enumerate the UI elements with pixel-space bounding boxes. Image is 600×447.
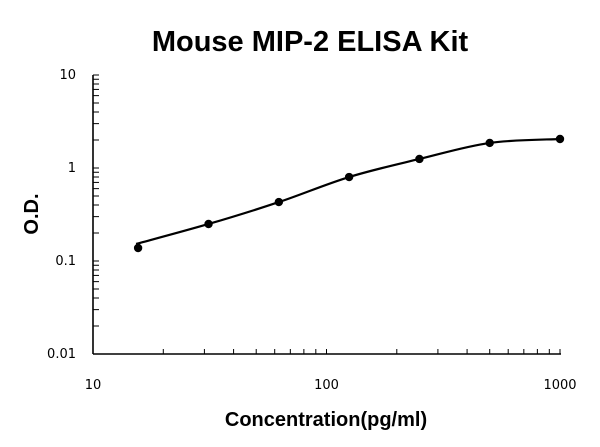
y-tick-label: 1 [68,161,76,176]
data-points [133,134,565,253]
tick-labels: 10 100 1000 0.01 0.1 1 10 [47,68,577,393]
y-tick-label: 0.01 [47,347,76,362]
data-point [204,219,213,229]
data-point [415,154,424,164]
data-point [344,172,354,182]
y-tick-label: 0.1 [55,254,76,269]
data-point [133,243,143,253]
x-tick-label: 1000 [543,378,576,393]
x-tick-label: 10 [85,378,102,393]
data-point [485,138,494,148]
axes [92,75,561,355]
axis-ticks [92,74,561,355]
data-point [274,197,284,207]
y-axis-title: O.D. [21,193,43,234]
fitted-curve [135,137,561,246]
x-tick-label: 100 [314,378,339,393]
y-tick-label: 10 [59,68,76,83]
x-axis-title: Concentration(pg/ml) [225,409,427,431]
chart-title: Mouse MIP-2 ELISA Kit [151,26,469,58]
data-point [555,134,565,144]
